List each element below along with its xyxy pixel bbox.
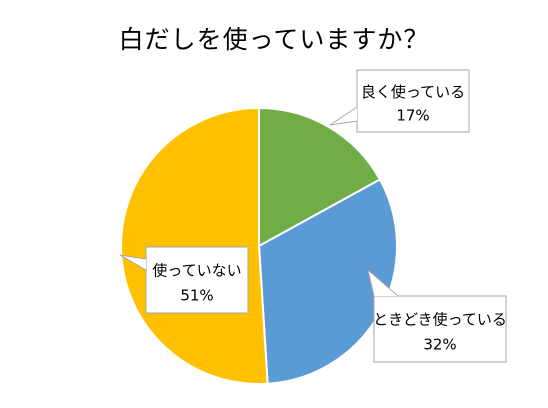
callout-box	[356, 69, 470, 133]
slice-label: 使っていない	[152, 261, 241, 279]
callout-1: 良く使っている 17%	[329, 69, 470, 133]
slice-label: 良く使っている	[361, 83, 465, 101]
pie-slice-1	[258, 107, 381, 247]
slice-label: ときどき使っている	[373, 310, 507, 328]
chart-title: 白だしを使っていますか？	[118, 25, 430, 54]
pie-slices	[120, 107, 398, 385]
slice-value-label: 32%	[423, 335, 456, 353]
callout-box	[373, 295, 507, 363]
slice-value-label: 17%	[396, 106, 429, 124]
slice-value-label: 51%	[180, 286, 213, 304]
callout-2: ときどき使っている 32%	[367, 268, 507, 363]
callout-3: 使っていない 51%	[119, 246, 249, 314]
pie-callouts: 良く使っている 17% ときどき使っている 32% 使っていない 51%	[119, 69, 507, 363]
callout-box	[145, 246, 249, 314]
pie-slice-3	[120, 107, 269, 385]
